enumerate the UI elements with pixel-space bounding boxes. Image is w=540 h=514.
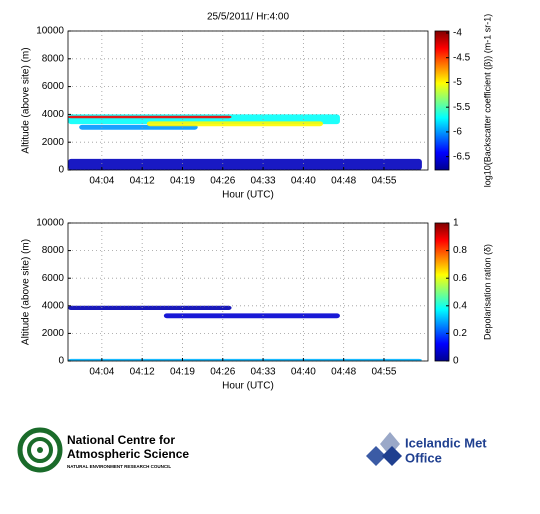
colorbar-tick-label: -6.5 — [453, 151, 471, 162]
heat-cell — [163, 313, 340, 319]
plot-area — [68, 223, 428, 361]
x-tick-label: 04:26 — [210, 367, 235, 378]
y-axis-label: Altitude (above site) (m) — [21, 239, 32, 345]
logo-text: Atmospheric Science — [67, 447, 189, 461]
y-tick-label: 8000 — [42, 245, 65, 256]
y-tick-label: 10000 — [36, 218, 64, 229]
charts: 04:04 04:12 04:19 04:26 04:33 04:40 04:48 04:55… — [21, 12, 493, 392]
y-tick-label: 6000 — [42, 81, 65, 92]
colorbar — [434, 222, 450, 362]
y-tick-label: 10000 — [36, 26, 64, 37]
colorbar-tick-label: 0.4 — [453, 300, 467, 311]
x-tick-label: 04:33 — [251, 367, 276, 378]
x-axis-label: Hour (UTC) — [222, 381, 274, 392]
x-tick-label: 04:48 — [331, 367, 356, 378]
plot-frame — [67, 222, 429, 362]
heat-cell — [68, 305, 232, 310]
logo-text: National Centre for — [67, 433, 175, 447]
y-tick-label: 4000 — [42, 300, 65, 311]
colorbar-tick-label: -4 — [453, 28, 462, 39]
colorbar-tick-label: -4.5 — [453, 52, 471, 63]
x-tick-label: 04:40 — [291, 176, 316, 187]
x-tick-label: 04:04 — [89, 367, 114, 378]
colorbar-tick-label: -5.5 — [453, 102, 471, 113]
y-tick-label: 6000 — [42, 273, 65, 284]
colorbar-tick-label: 0.8 — [453, 245, 467, 256]
colorbar-label: log10(Backscatter coefficient (β)) (m-1 … — [482, 14, 492, 188]
colorbar-tick-label: -6 — [453, 127, 462, 138]
plot-area — [68, 31, 428, 170]
x-tick-label: 04:04 — [89, 176, 114, 187]
colorbar-tick-label: 0 — [453, 356, 459, 367]
logo-text: Office — [405, 450, 442, 465]
x-tick-label: 04:55 — [371, 367, 396, 378]
colorbar-tick-label: 0.2 — [453, 328, 467, 339]
heat-cell — [146, 121, 324, 127]
y-tick-label: 8000 — [42, 53, 65, 64]
x-tick-label: 04:55 — [371, 176, 396, 187]
chart-title: 25/5/2011/ Hr:4:00 — [207, 12, 290, 23]
y-axis-label: Altitude (above site) (m) — [21, 47, 32, 153]
ncas-logo: National Centre for Atmospheric Science … — [17, 427, 189, 473]
x-tick-label: 04:12 — [130, 367, 155, 378]
y-tick-label: 0 — [58, 165, 64, 176]
colorbar-tick-label: -5 — [453, 77, 462, 88]
imo-logo: Icelandic Met Office — [366, 432, 487, 466]
x-tick-label: 04:19 — [170, 367, 195, 378]
logo-text: NATURAL ENVIRONMENT RESEARCH COUNCIL — [67, 464, 171, 469]
x-tick-label: 04:19 — [170, 176, 195, 187]
heat-cell — [68, 358, 422, 361]
y-tick-label: 0 — [58, 356, 64, 367]
heat-cell — [68, 158, 422, 170]
colorbar-tick-label: 0.6 — [453, 273, 467, 284]
x-tick-label: 04:33 — [251, 176, 276, 187]
x-tick-label: 04:26 — [210, 176, 235, 187]
logo-text: Icelandic Met — [405, 435, 487, 450]
plot-frame — [67, 30, 429, 171]
y-tick-label: 2000 — [42, 328, 65, 339]
x-tick-label: 04:40 — [291, 367, 316, 378]
heat-cell — [68, 115, 232, 119]
colorbar-label: Depolarisation ration (δ) — [482, 244, 492, 340]
x-tick-label: 04:12 — [130, 176, 155, 187]
x-tick-label: 04:48 — [331, 176, 356, 187]
y-tick-label: 2000 — [42, 137, 65, 148]
x-axis-label: Hour (UTC) — [222, 190, 274, 201]
colorbar — [434, 30, 450, 171]
y-tick-label: 4000 — [42, 109, 65, 120]
colorbar-tick-label: 1 — [453, 218, 459, 229]
